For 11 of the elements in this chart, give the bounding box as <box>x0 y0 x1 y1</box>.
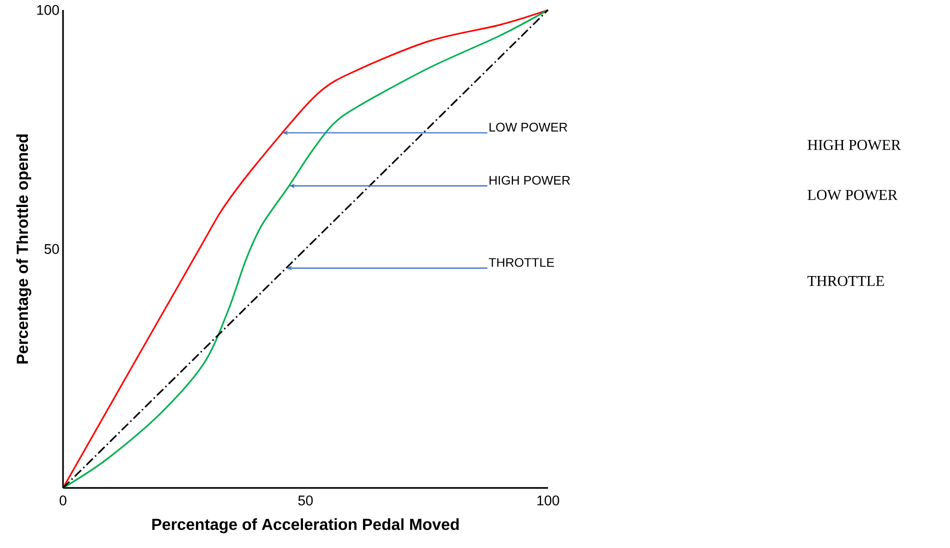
y-axis-title: Percentage of Throttle opened <box>16 134 32 364</box>
x-tick-label: 0 <box>60 496 66 506</box>
x-tick-label: 50 <box>298 496 313 506</box>
annotation: THROTTLE <box>488 258 554 267</box>
text: THROTTLE <box>807 276 884 286</box>
text: LOW POWER <box>808 190 898 200</box>
x-tick-label: 100 <box>537 496 560 506</box>
text: HIGH POWER <box>808 140 901 150</box>
annotation: HIGH POWER <box>490 176 570 185</box>
annotation: LOW POWER <box>490 122 568 132</box>
x-axis-title: Percentage of Acceleration Pedal Moved <box>152 518 459 534</box>
